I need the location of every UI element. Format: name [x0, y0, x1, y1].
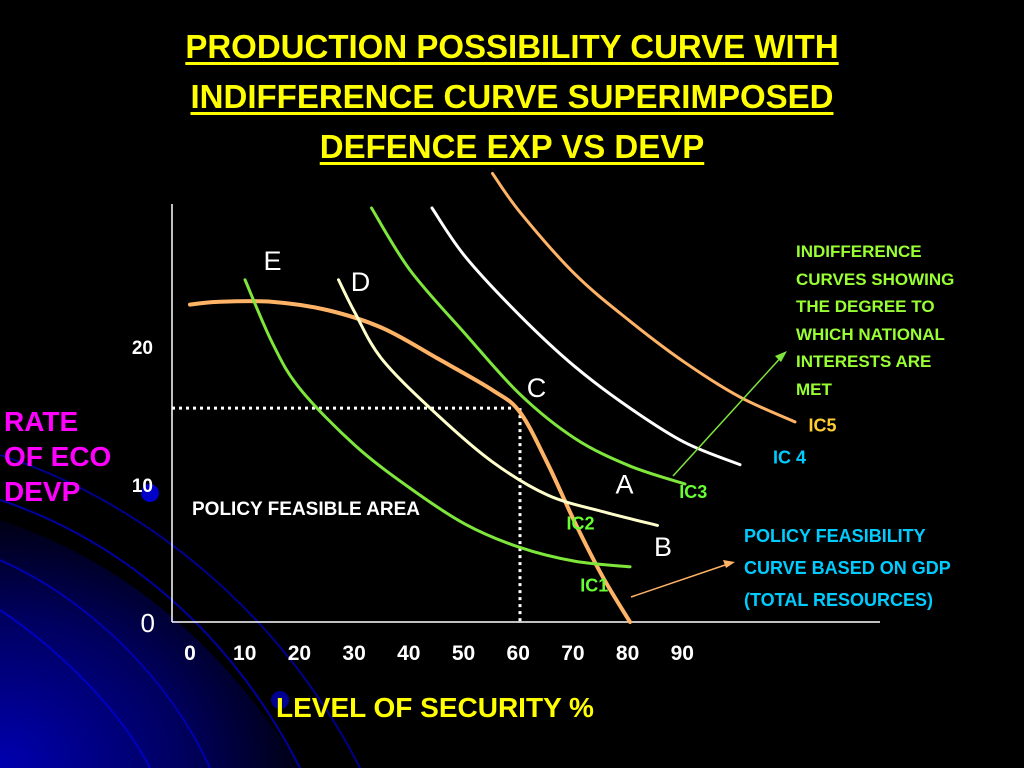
ic-note-arrowhead — [775, 351, 787, 362]
x-tick-label: 10 — [233, 642, 256, 665]
point-label-b: B — [654, 532, 672, 562]
curve-label: IC1 — [580, 576, 608, 596]
y-tick-label: 0 — [141, 608, 155, 638]
curve-label: IC 4 — [773, 447, 806, 467]
x-tick-label: 20 — [288, 642, 311, 665]
ppc-note-line: CURVE BASED ON GDP — [744, 558, 951, 578]
curve-label: IC2 — [566, 514, 594, 534]
x-tick-label: 0 — [184, 642, 196, 665]
y-axis-label-line: RATE — [4, 406, 79, 437]
y-tick-label: 10 — [132, 476, 153, 497]
point-label-e: E — [263, 246, 281, 276]
x-axis-label: LEVEL OF SECURITY % — [276, 692, 594, 723]
ppc-note-line: POLICY FEASIBILITY — [744, 526, 926, 546]
policy-feasible-area-label: POLICY FEASIBLE AREA — [192, 499, 420, 520]
indifference-curve-ic4 — [430, 206, 742, 467]
x-tick-label: 80 — [616, 642, 639, 665]
x-tick-label: 70 — [561, 642, 584, 665]
indifference-curves-note: INDIFFERENCE CURVES SHOWING THE DEGREE T… — [796, 238, 1021, 403]
ic-note-arrow — [672, 353, 785, 477]
point-label-a: A — [615, 470, 633, 500]
title-line: PRODUCTION POSSIBILITY CURVE WITH — [185, 28, 839, 65]
ic-note-line: THE DEGREE TO — [796, 297, 935, 316]
curve-label: IC5 — [808, 416, 836, 436]
ppc-note-arrow — [630, 562, 732, 598]
policy-feasibility-note: POLICY FEASIBILITY CURVE BASED ON GDP (T… — [744, 520, 1019, 616]
ic-note-line: MET — [796, 379, 832, 399]
ppc-note-arrowhead — [723, 560, 735, 568]
indifference-curve-ic3 — [370, 206, 687, 486]
indifference-curve-ic5 — [491, 172, 797, 424]
x-tick-label: 90 — [671, 642, 694, 665]
y-axis-label-line: DEVP — [4, 476, 81, 507]
ppc-curve — [188, 299, 632, 624]
y-tick-label: 20 — [132, 338, 153, 359]
title-line: INDIFFERENCE CURVE SUPERIMPOSED — [190, 78, 834, 115]
point-label-c: C — [527, 373, 547, 403]
x-tick-label: 50 — [452, 642, 475, 665]
indifference-curve-ic2 — [337, 278, 659, 527]
page-title: PRODUCTION POSSIBILITY CURVE WITH INDIFF… — [0, 22, 1024, 172]
x-tick-label: 60 — [507, 642, 530, 665]
point-label-d: D — [351, 267, 371, 297]
indifference-curve-ic1 — [243, 278, 632, 569]
ic-note-line: CURVES SHOWING — [796, 269, 955, 289]
x-tick-label: 40 — [397, 642, 420, 665]
ic-note-line: WHICH NATIONAL — [796, 324, 945, 344]
ppc-note-line: (TOTAL RESOURCES) — [744, 590, 934, 610]
y-axis-label: RATE OF ECO DEVP — [4, 404, 111, 509]
ic-note-line: INDIFFERENCE — [796, 242, 922, 261]
x-tick-label: 30 — [342, 642, 365, 665]
title-line: DEFENCE EXP VS DEVP — [319, 128, 705, 165]
ic-note-line: INTERESTS ARE — [796, 352, 932, 371]
y-axis-label-line: OF ECO — [4, 441, 112, 472]
curve-label: IC3 — [679, 482, 707, 502]
